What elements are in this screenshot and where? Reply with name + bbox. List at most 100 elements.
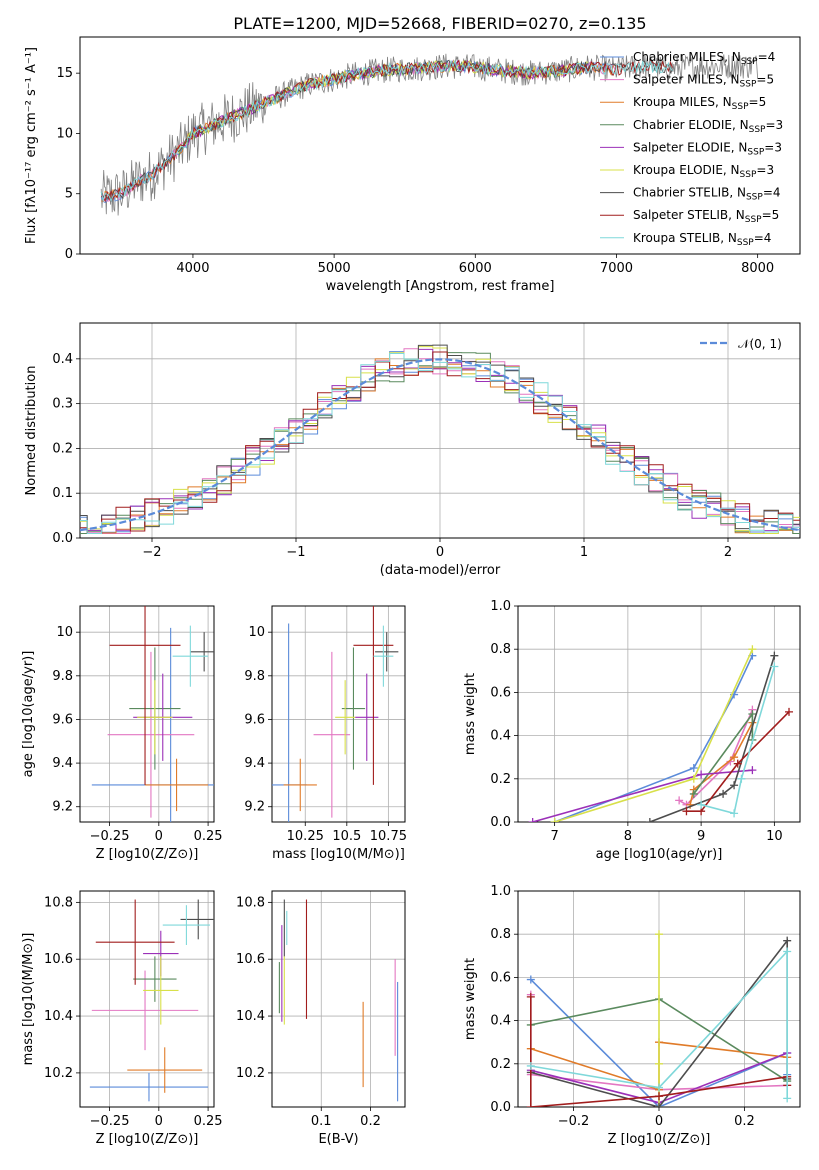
legend-count: =4 (758, 50, 776, 64)
x-axis-label: age [log10(age/yr)] (596, 847, 723, 862)
legend-label: Salpeter MILES, NSSP=5 (633, 73, 774, 90)
y-tick-label: 1.0 (490, 599, 511, 614)
panel-weight_vs_age: 7 8 9 10 0.0 0.2 0.4 0.6 0.8 1.0 age [log10(age/yr… (463, 599, 801, 862)
gaussian-curve (80, 358, 800, 532)
y-tick-label: 9.8 (52, 669, 73, 684)
weight-line (678, 709, 754, 806)
x-tick-label: 10.25 (287, 829, 324, 844)
legend-subscript: SSP (732, 102, 749, 112)
y-tick-label: 9.2 (52, 800, 73, 815)
weight-marker (682, 807, 691, 816)
model-spectrum-line (100, 59, 673, 202)
figure-title: PLATE=1200, MJD=52668, FIBERID=0270, z=0… (233, 14, 646, 33)
y-tick-label: 9.6 (244, 712, 265, 727)
x-tick-label: 8000 (741, 261, 774, 276)
weight-marker (730, 809, 739, 818)
legend-count: =4 (763, 186, 781, 200)
weight-marker (655, 930, 663, 939)
x-tick-label: −1 (286, 545, 305, 560)
y-tick-label: 0.4 (490, 729, 511, 744)
weight-marker (526, 1061, 535, 1070)
weight-marker (526, 1103, 535, 1107)
weight-marker (550, 818, 559, 822)
x-tick-label: 10.75 (370, 829, 407, 844)
y-axis-label: age [log10(age/yr)] (21, 651, 36, 778)
weight-marker (783, 1094, 792, 1103)
y-tick-label: 0.0 (52, 531, 73, 546)
y-tick-label: 10.2 (44, 1066, 73, 1081)
legend-count: =5 (749, 95, 767, 109)
y-tick-label: 9.2 (244, 800, 265, 815)
model-spectrum-line (101, 60, 616, 202)
model-spectrum-line (101, 60, 616, 202)
x-tick-label: 6000 (459, 261, 492, 276)
y-tick-label: 0.1 (52, 486, 73, 501)
y-tick-label: 9.4 (244, 756, 265, 771)
axes-frame (79, 890, 215, 1108)
legend-subscript: SSP (746, 193, 763, 203)
y-tick-label: 10 (56, 625, 73, 640)
weight-marker (737, 774, 746, 783)
panel-spectrum: 4000 5000 6000 7000 8000 0 5 10 15 wavelength [An… (24, 36, 801, 294)
y-tick-label: 0.8 (490, 642, 511, 657)
x-tick-label: −0.2 (558, 1114, 590, 1129)
weight-line (686, 711, 790, 812)
model-spectrum-line (100, 59, 673, 202)
y-tick-label: 10.2 (236, 1066, 265, 1081)
weight-marker (719, 789, 728, 798)
x-tick-label: 8 (624, 829, 632, 844)
legend-label: Salpeter STELIB, NSSP=5 (633, 208, 779, 225)
legend: Chabrier MILES, NSSP=4 Salpeter MILES, NS… (600, 50, 783, 248)
y-tick-label: 0.0 (490, 815, 511, 830)
axes-frame (271, 605, 406, 823)
x-tick-label: −0.25 (90, 829, 130, 844)
x-tick-label: 7000 (600, 261, 633, 276)
legend-subscript: SSP (737, 238, 754, 248)
x-tick-label: −0.25 (90, 1114, 130, 1129)
weight-marker (748, 710, 757, 718)
y-tick-label: 10.6 (236, 952, 265, 967)
legend-count: =3 (756, 163, 774, 177)
weight-marker (645, 818, 654, 822)
y-tick-label: 0.2 (490, 772, 511, 787)
y-tick-label: 9.8 (244, 669, 265, 684)
legend-subscript: SSP (749, 125, 766, 135)
y-axis-label: Normed distribution (24, 366, 39, 496)
y-tick-label: 0.4 (52, 352, 73, 367)
weight-marker (748, 645, 757, 654)
legend: 𝒩(0, 1) (700, 337, 782, 351)
plot-area (80, 344, 800, 534)
panel-age_vs_mass: 10.25 10.5 10.75 9.2 9.4 9.6 9.8 10 mass [log10(… (244, 605, 407, 862)
y-tick-label: 0.2 (490, 1057, 511, 1072)
weight-marker (689, 789, 698, 798)
x-tick-label: 10 (766, 829, 783, 844)
y-tick-label: 0.8 (490, 927, 511, 942)
weight-line (700, 666, 776, 815)
legend-label: Chabrier STELIB, NSSP=4 (633, 186, 781, 203)
legend-count: =3 (764, 140, 782, 154)
weight-marker (730, 781, 739, 790)
plot-area (91, 606, 214, 822)
axes-frame (517, 605, 801, 823)
weight-marker (655, 1059, 663, 1068)
y-tick-label: 0.6 (490, 685, 511, 700)
y-tick-label: 1.0 (490, 884, 511, 899)
x-tick-label: 0 (155, 1114, 163, 1129)
x-tick-label: 4000 (176, 261, 209, 276)
y-tick-label: 10.6 (44, 952, 73, 967)
y-tick-label: 10.8 (236, 895, 265, 910)
legend-label: Kroupa MILES, NSSP=5 (633, 95, 766, 112)
y-tick-label: 0.2 (52, 441, 73, 456)
y-tick-label: 10.4 (236, 1009, 265, 1024)
plot-area (89, 899, 214, 1102)
residual-histogram (80, 348, 800, 534)
x-axis-label: Z [log10(Z/Z⊙)] (608, 1132, 711, 1147)
legend-label: 𝒩(0, 1) (738, 337, 782, 351)
weight-line (554, 655, 754, 822)
panel-residuals: −2 −1 0 1 2 0.0 0.1 0.2 0.3 0.4 (data-model)/error… (24, 322, 801, 578)
plot-area (278, 899, 399, 1102)
x-axis-label: Z [log10(Z/Z⊙)] (96, 847, 199, 862)
x-tick-label: 2 (724, 545, 732, 560)
legend-label: Chabrier MILES, NSSP=4 (633, 50, 775, 67)
weight-marker (748, 766, 757, 775)
